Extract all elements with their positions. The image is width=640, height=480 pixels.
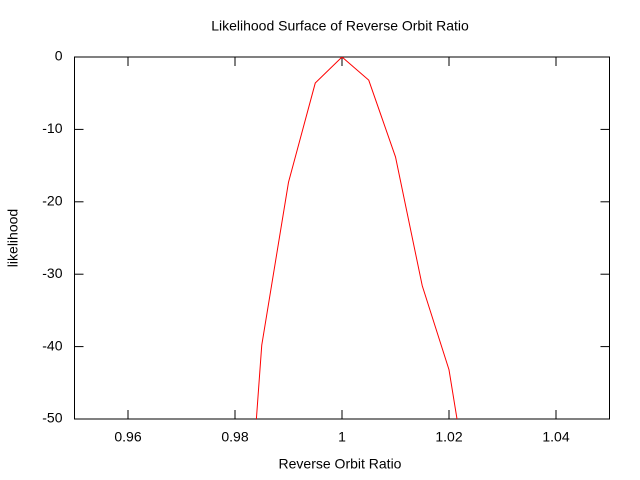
y-tick-label: -50: [42, 410, 62, 426]
x-tick-label: 1.02: [435, 429, 462, 445]
x-tick-label: 0.96: [114, 429, 141, 445]
line-series: [255, 57, 458, 419]
x-tick-label: 0.98: [221, 429, 248, 445]
chart-title: Likelihood Surface of Reverse Orbit Rati…: [211, 18, 469, 34]
y-tick-label: -10: [42, 120, 62, 136]
y-axis-label: likelihood: [5, 209, 21, 267]
y-tick-label: -30: [42, 265, 62, 281]
y-tick-label: -40: [42, 337, 62, 353]
y-tick-label: -20: [42, 193, 62, 209]
x-tick-label: 1: [338, 429, 346, 445]
plot-frame: [74, 56, 610, 420]
x-tick-label: 1.04: [542, 429, 569, 445]
y-tick-label: 0: [55, 48, 63, 64]
x-axis-label: Reverse Orbit Ratio: [279, 456, 402, 472]
